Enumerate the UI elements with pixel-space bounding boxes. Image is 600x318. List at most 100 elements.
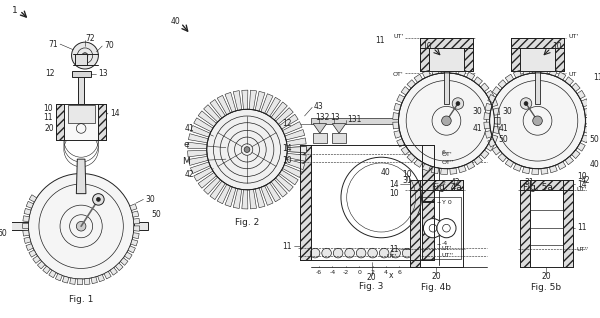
- Bar: [11, 222, 28, 230]
- Text: 13: 13: [331, 114, 340, 122]
- Bar: [76, 54, 87, 65]
- Bar: [300, 145, 311, 260]
- Polygon shape: [514, 70, 521, 78]
- Polygon shape: [280, 114, 298, 129]
- Text: 10: 10: [43, 104, 52, 113]
- Bar: [422, 145, 434, 202]
- Text: UT': UT': [577, 187, 587, 192]
- Polygon shape: [474, 77, 482, 85]
- Polygon shape: [233, 189, 242, 209]
- Circle shape: [442, 116, 451, 126]
- Polygon shape: [133, 233, 139, 239]
- Text: 31: 31: [403, 176, 412, 185]
- Polygon shape: [523, 68, 530, 75]
- Polygon shape: [255, 91, 265, 111]
- Text: 11: 11: [577, 223, 586, 232]
- Polygon shape: [210, 181, 225, 200]
- Polygon shape: [492, 86, 500, 95]
- Text: 41: 41: [472, 124, 482, 133]
- Bar: [300, 145, 311, 260]
- Polygon shape: [397, 139, 404, 147]
- Bar: [419, 48, 429, 71]
- Text: UT'': UT'': [442, 253, 454, 259]
- Polygon shape: [484, 122, 490, 129]
- Bar: [422, 201, 434, 260]
- Text: OT': OT': [442, 152, 452, 157]
- Circle shape: [533, 116, 542, 126]
- Circle shape: [345, 248, 355, 258]
- Text: 50: 50: [151, 210, 161, 219]
- Text: OT': OT': [392, 72, 403, 77]
- Text: -2: -2: [343, 270, 349, 275]
- Text: 42: 42: [185, 170, 194, 179]
- Text: Fig. 4b: Fig. 4b: [421, 283, 451, 292]
- Bar: [511, 38, 565, 48]
- Polygon shape: [261, 186, 273, 205]
- Polygon shape: [26, 201, 34, 208]
- Text: Fig. 4a: Fig. 4a: [431, 183, 461, 192]
- Polygon shape: [33, 256, 40, 263]
- Text: 1: 1: [12, 6, 18, 15]
- Circle shape: [403, 248, 412, 258]
- Polygon shape: [132, 211, 139, 217]
- Bar: [511, 38, 565, 48]
- Bar: [71, 71, 91, 77]
- Polygon shape: [505, 74, 514, 82]
- Circle shape: [82, 53, 88, 59]
- Bar: [313, 133, 326, 143]
- Polygon shape: [225, 92, 236, 112]
- Text: 12: 12: [283, 119, 292, 128]
- Text: 11: 11: [283, 242, 292, 251]
- Polygon shape: [43, 266, 50, 274]
- Circle shape: [322, 248, 331, 258]
- Polygon shape: [458, 165, 466, 173]
- Polygon shape: [266, 183, 281, 202]
- Bar: [520, 48, 555, 71]
- Bar: [78, 77, 84, 104]
- Bar: [464, 48, 473, 71]
- Polygon shape: [287, 147, 307, 153]
- Polygon shape: [484, 113, 490, 120]
- Text: UT'': UT'': [577, 247, 589, 252]
- Text: x: x: [389, 271, 393, 280]
- Polygon shape: [198, 111, 217, 127]
- Polygon shape: [397, 94, 404, 103]
- Text: 30: 30: [502, 107, 512, 116]
- Text: UT': UT': [393, 34, 403, 39]
- Text: 30: 30: [472, 107, 482, 116]
- Text: 40: 40: [589, 160, 599, 169]
- Bar: [56, 104, 64, 140]
- Polygon shape: [233, 91, 242, 110]
- Polygon shape: [76, 159, 86, 194]
- Polygon shape: [393, 122, 399, 129]
- Circle shape: [333, 248, 343, 258]
- Text: UT': UT': [386, 254, 397, 259]
- Bar: [555, 48, 565, 71]
- Polygon shape: [488, 139, 496, 147]
- Polygon shape: [77, 279, 82, 285]
- Polygon shape: [488, 94, 496, 103]
- Polygon shape: [584, 126, 591, 134]
- Polygon shape: [217, 184, 230, 204]
- Text: 41: 41: [498, 124, 508, 133]
- Text: 2: 2: [442, 181, 446, 186]
- Text: 11: 11: [43, 114, 52, 122]
- Polygon shape: [407, 80, 416, 88]
- Circle shape: [356, 248, 366, 258]
- Polygon shape: [490, 99, 498, 107]
- Polygon shape: [29, 195, 37, 202]
- Polygon shape: [550, 165, 557, 173]
- Polygon shape: [332, 124, 346, 133]
- Circle shape: [524, 102, 528, 106]
- Text: Fig. 2: Fig. 2: [235, 218, 259, 227]
- Polygon shape: [532, 67, 538, 73]
- Text: 14: 14: [389, 180, 398, 189]
- Circle shape: [244, 147, 250, 152]
- Text: 71: 71: [49, 39, 58, 49]
- Bar: [535, 71, 541, 104]
- Polygon shape: [62, 276, 69, 283]
- Polygon shape: [23, 230, 29, 236]
- Bar: [56, 104, 64, 140]
- Text: -2: -2: [442, 219, 448, 224]
- Bar: [64, 104, 98, 140]
